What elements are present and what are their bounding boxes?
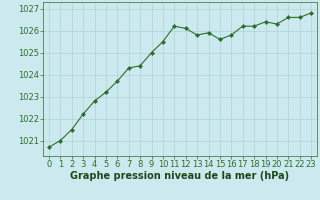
X-axis label: Graphe pression niveau de la mer (hPa): Graphe pression niveau de la mer (hPa) (70, 171, 290, 181)
